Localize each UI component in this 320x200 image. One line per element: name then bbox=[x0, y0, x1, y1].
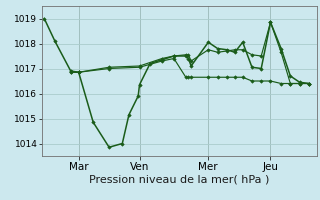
X-axis label: Pression niveau de la mer( hPa ): Pression niveau de la mer( hPa ) bbox=[89, 174, 269, 184]
